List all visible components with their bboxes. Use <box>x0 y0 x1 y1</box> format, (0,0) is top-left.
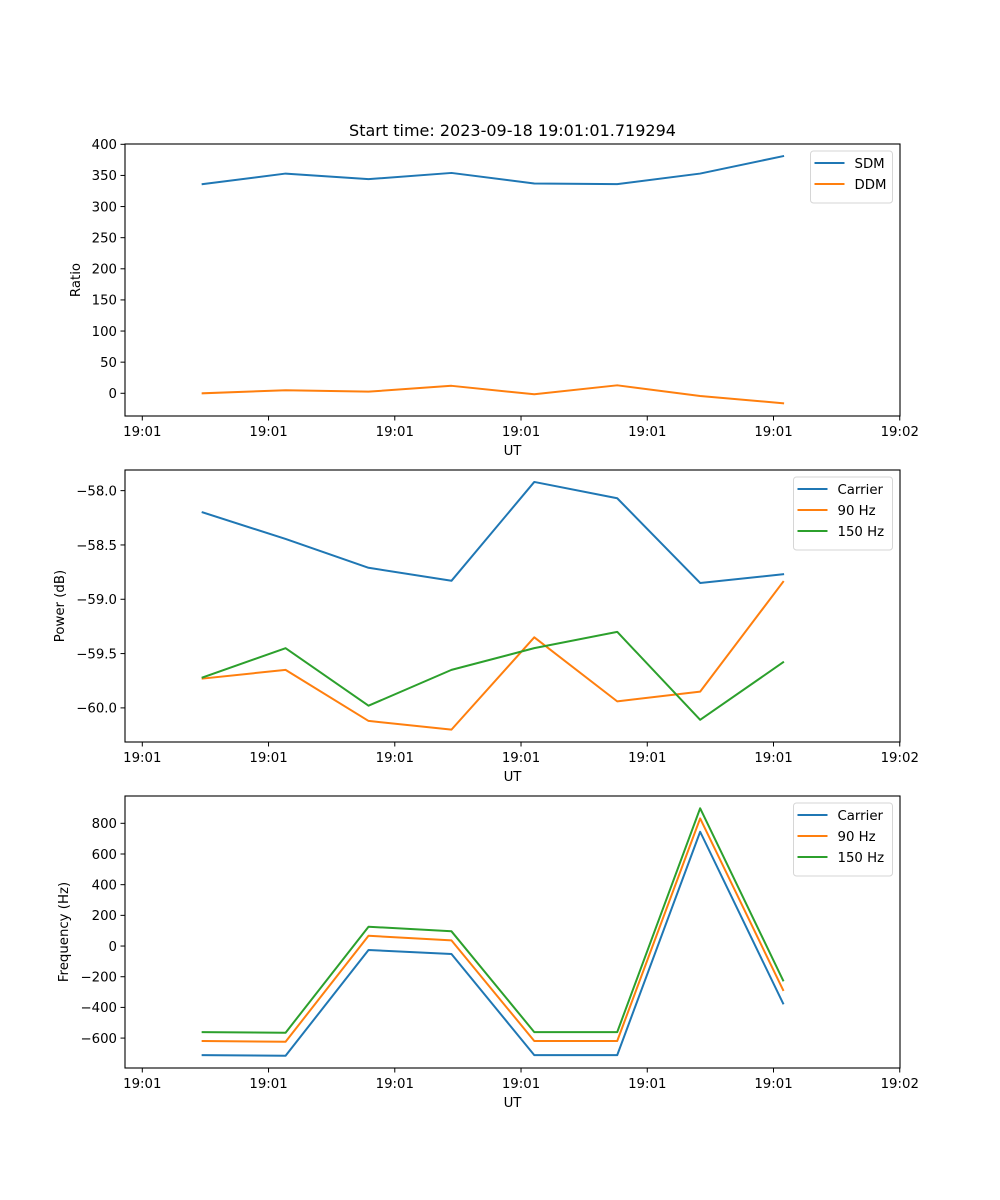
x-axis-label: UT <box>504 770 523 785</box>
y-axis-label: Frequency (Hz) <box>57 882 72 982</box>
x-tick-label: 19:01 <box>502 1077 540 1092</box>
y-tick-label: −600 <box>80 1032 117 1047</box>
x-tick-label: 19:01 <box>249 425 287 440</box>
x-tick-label: 19:01 <box>249 1077 287 1092</box>
legend: SDM DDM <box>810 150 893 204</box>
y-tick-label: −59.5 <box>76 647 117 662</box>
chart-title: Start time: 2023-09-18 19:01:01.719294 <box>349 121 676 140</box>
series-group <box>201 154 785 405</box>
x-tick-label: 19:02 <box>881 1077 919 1092</box>
chart-panel-2: 19:01 19:01 19:01 19:01 19:01 19:01 19:02 −60.0… <box>53 469 919 785</box>
panels: 19:01 19:01 19:01 19:01 19:01 19:01 19:02 0 50 10… <box>53 138 919 1111</box>
series-group <box>201 807 785 1057</box>
chart-panel-3: 19:01 19:01 19:01 19:01 19:01 19:01 19:02 −600 −… <box>57 795 919 1111</box>
y-tick-label: −200 <box>80 971 117 986</box>
y-tick-label: 100 <box>92 325 117 340</box>
series-line-carrier <box>201 830 785 1057</box>
legend-label: 90 Hz <box>838 504 876 519</box>
x-tick-label: 19:01 <box>249 751 287 766</box>
x-tick-label: 19:01 <box>502 425 540 440</box>
legend: Carrier 90 Hz 150 Hz <box>793 476 893 551</box>
x-tick-label: 19:01 <box>376 1077 414 1092</box>
x-tick-label: 19:01 <box>754 1077 792 1092</box>
x-tick-label: 19:01 <box>123 1077 161 1092</box>
y-tick-label: 400 <box>92 138 117 153</box>
y-tick-label: 600 <box>92 848 117 863</box>
series-group <box>201 480 785 731</box>
legend-label: Carrier <box>838 483 884 498</box>
y-tick-label: 0 <box>109 940 117 955</box>
y-tick-label: 0 <box>109 387 117 402</box>
axes-frame <box>124 795 901 1069</box>
y-tick-label: −58.5 <box>76 539 117 554</box>
x-tick-label: 19:02 <box>881 751 919 766</box>
legend-label: Carrier <box>838 809 884 824</box>
x-tick-label: 19:01 <box>376 425 414 440</box>
y-tick-label: 400 <box>92 878 117 893</box>
axes-frame <box>124 469 901 743</box>
y-tick-label: −60.0 <box>76 702 117 717</box>
y-axis-label: Power (dB) <box>53 570 68 642</box>
series-line-150-hz <box>201 807 785 1034</box>
x-tick-label: 19:01 <box>628 425 666 440</box>
y-tick-label: 250 <box>92 231 117 246</box>
y-tick-label: 300 <box>92 200 117 215</box>
legend-label: SDM <box>855 157 885 172</box>
y-tick-label: 200 <box>92 263 117 278</box>
y-tick-label: 350 <box>92 169 117 184</box>
series-line-ddm <box>201 384 785 405</box>
x-axis-label: UT <box>504 1096 523 1111</box>
x-tick-label: 19:01 <box>754 425 792 440</box>
x-tick-label: 19:01 <box>123 425 161 440</box>
axes-frame <box>124 143 901 417</box>
chart-panel-1: 19:01 19:01 19:01 19:01 19:01 19:01 19:02 0 50 10… <box>69 138 919 459</box>
legend-label: 150 Hz <box>838 525 885 540</box>
x-tick-label: 19:02 <box>881 425 919 440</box>
y-tick-label: 150 <box>92 294 117 309</box>
legend-label: DDM <box>855 178 887 193</box>
y-tick-label: 800 <box>92 817 117 832</box>
y-tick-label: 200 <box>92 909 117 924</box>
series-line-carrier <box>201 480 785 584</box>
y-tick-label: −400 <box>80 1001 117 1016</box>
x-tick-label: 19:01 <box>502 751 540 766</box>
y-axis-label: Ratio <box>69 263 84 297</box>
legend-label: 150 Hz <box>838 851 885 866</box>
series-line-sdm <box>201 154 785 186</box>
legend: Carrier 90 Hz 150 Hz <box>793 802 893 877</box>
series-line-150-hz <box>201 630 785 721</box>
x-tick-label: 19:01 <box>628 1077 666 1092</box>
x-axis-label: UT <box>504 444 523 459</box>
series-line-90-hz <box>201 817 785 1043</box>
x-tick-label: 19:01 <box>376 751 414 766</box>
legend-label: 90 Hz <box>838 830 876 845</box>
series-line-90-hz <box>201 580 785 731</box>
x-tick-label: 19:01 <box>628 751 666 766</box>
y-tick-label: −58.0 <box>76 484 117 499</box>
x-tick-label: 19:01 <box>754 751 792 766</box>
x-tick-label: 19:01 <box>123 751 161 766</box>
y-tick-label: −59.0 <box>76 593 117 608</box>
y-tick-label: 50 <box>100 356 117 371</box>
